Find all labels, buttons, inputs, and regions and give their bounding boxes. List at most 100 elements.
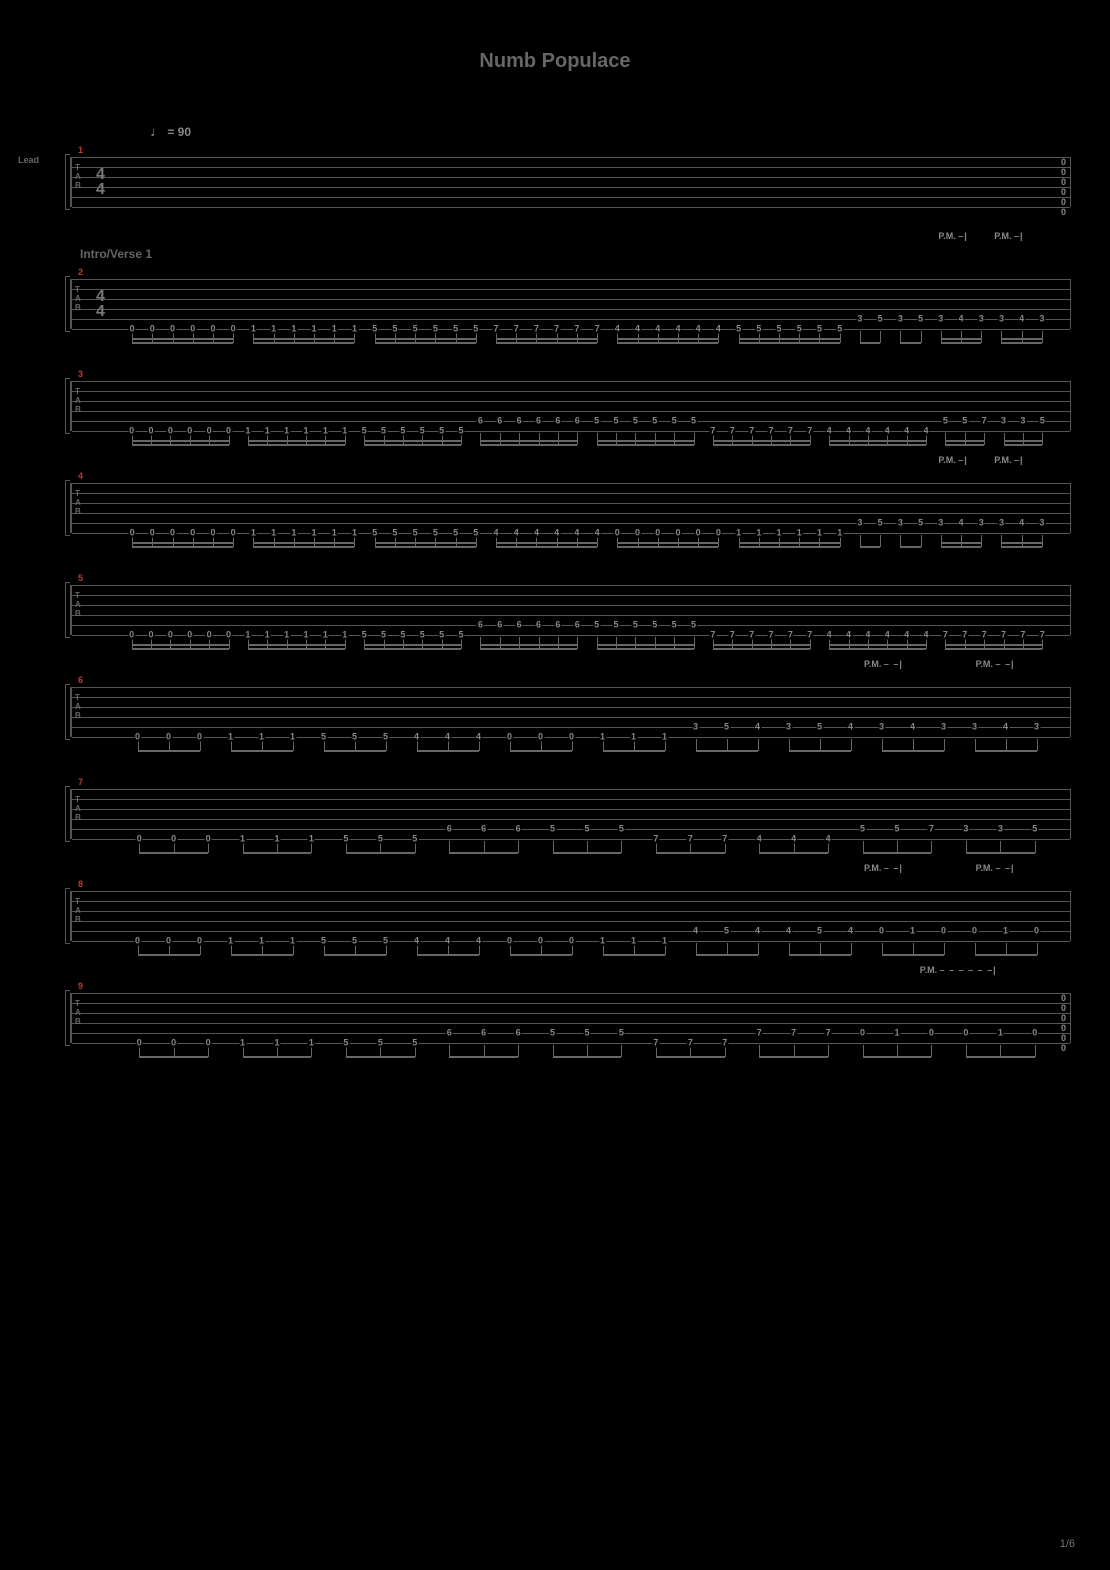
fret-number: 0 (506, 937, 513, 946)
fret-number: 0 (230, 325, 237, 334)
beam-group (253, 331, 354, 346)
fret-number: 7 (553, 325, 560, 334)
fret-number: 5 (351, 937, 358, 946)
fret-number: 5 (917, 519, 924, 528)
fret-number: 1 (244, 631, 251, 640)
fret-number: 5 (432, 529, 439, 538)
fret-number: 5 (472, 325, 479, 334)
fret-number: 0 (537, 937, 544, 946)
fret-number: 5 (452, 325, 459, 334)
fret-number: 5 (877, 315, 884, 324)
fret-number: 5 (593, 417, 600, 426)
fret-number: 1 (289, 937, 296, 946)
tab-label: TAB (75, 163, 81, 190)
fret-number: 5 (438, 427, 445, 436)
bar-number: 1 (78, 145, 1080, 155)
fret-number: 7 (721, 1039, 728, 1048)
tab-label: TAB (75, 489, 81, 516)
fret-number: 0 (568, 733, 575, 742)
fret-number: 1 (239, 835, 246, 844)
fret-number: 1 (250, 529, 257, 538)
fret-number: 0 (878, 927, 885, 936)
fret-number: 3 (937, 519, 944, 528)
bar-number: 5 (78, 573, 1080, 583)
fret-number: 5 (472, 529, 479, 538)
fret-number: 5 (351, 733, 358, 742)
beam-group (860, 331, 880, 346)
fret-number: 0 (167, 427, 174, 436)
fret-number: 4 (1018, 315, 1025, 324)
fret-number: 0 (634, 529, 641, 538)
fret-number: 5 (942, 417, 949, 426)
fret-number: 3 (856, 519, 863, 528)
fret-number: 0 (134, 733, 141, 742)
fret-number: 6 (515, 825, 522, 834)
fret-number: 0 (167, 631, 174, 640)
fret-number: 0 (170, 835, 177, 844)
fret-number: 4 (553, 529, 560, 538)
fret-number: 3 (1019, 417, 1026, 426)
fret-number: 4 (756, 835, 763, 844)
fret-number: 1 (270, 529, 277, 538)
beam-group (449, 841, 518, 856)
beam-group (945, 637, 1042, 652)
fret-number: 3 (997, 825, 1004, 834)
fret-number: 5 (432, 325, 439, 334)
beam-group (449, 1045, 518, 1060)
fret-number: 4 (444, 937, 451, 946)
fret-number: 1 (258, 937, 265, 946)
beam-group (617, 535, 718, 550)
fret-number: 5 (419, 427, 426, 436)
tab-staff: TAB000111555666555777777010010000000 (70, 993, 1070, 1043)
fret-number: 0 (134, 937, 141, 946)
fret-number: 4 (903, 631, 910, 640)
fret-number: 5 (796, 325, 803, 334)
fret-number: 5 (382, 733, 389, 742)
fret-number: 5 (651, 417, 658, 426)
fret-number: 0 (1031, 1029, 1038, 1038)
fret-number: 7 (652, 835, 659, 844)
fret-number: 7 (1039, 631, 1046, 640)
fret-number: 7 (787, 631, 794, 640)
fret-number: 4 (958, 315, 965, 324)
beam-group (863, 1045, 932, 1060)
fret-number: 1 (227, 733, 234, 742)
fret-number: 5 (320, 937, 327, 946)
fret-number: 1 (661, 937, 668, 946)
beam-group (597, 637, 694, 652)
fret-number: 4 (1002, 723, 1009, 732)
fret-number: 0 (189, 529, 196, 538)
fret-number: 0 (196, 733, 203, 742)
fret-number: 7 (533, 325, 540, 334)
fret-number: 6 (554, 621, 561, 630)
fret-number: 5 (361, 631, 368, 640)
fret-number: 4 (475, 937, 482, 946)
beam-group (364, 433, 461, 448)
fret-number: 7 (748, 427, 755, 436)
fret-number: 4 (754, 927, 761, 936)
beam-group (496, 331, 597, 346)
beam-group (1004, 433, 1043, 448)
beam-group (553, 1045, 622, 1060)
fret-number: 0 (962, 1029, 969, 1038)
fret-number: 3 (1033, 723, 1040, 732)
fret-number: 3 (785, 723, 792, 732)
fret-number: 3 (940, 723, 947, 732)
fret-number: 4 (493, 529, 500, 538)
fret-number: 5 (438, 631, 445, 640)
fret-number: 1 (893, 1029, 900, 1038)
fret-number: 5 (816, 927, 823, 936)
ending-chord: 000000 (1061, 157, 1066, 217)
fret-number: 4 (692, 927, 699, 936)
time-signature: 44 (96, 167, 105, 197)
fret-number: 7 (687, 1039, 694, 1048)
fret-number: 0 (225, 631, 232, 640)
fret-number: 4 (958, 519, 965, 528)
fret-number: 7 (729, 631, 736, 640)
fret-number: 7 (787, 427, 794, 436)
fret-number: 5 (391, 529, 398, 538)
fret-number: 5 (458, 631, 465, 640)
fret-number: 6 (535, 417, 542, 426)
fret-number: 1 (264, 631, 271, 640)
fret-number: 7 (790, 1029, 797, 1038)
